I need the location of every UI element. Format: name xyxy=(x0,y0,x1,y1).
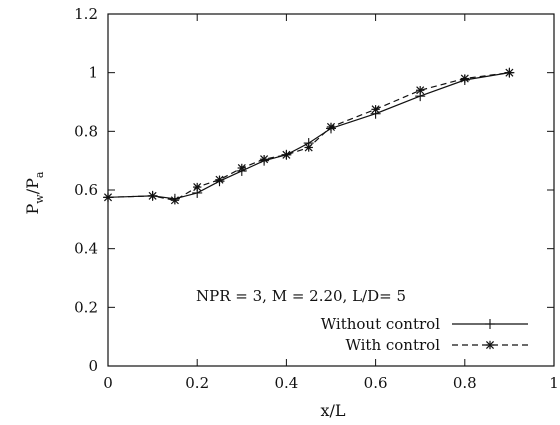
y-tick-label: 0.8 xyxy=(74,122,98,140)
x-tick-label: 0 xyxy=(103,374,113,392)
y-tick-label: 0.6 xyxy=(74,181,98,199)
y-tick-label: 1 xyxy=(88,64,98,82)
y-axis-title-slash: /P xyxy=(23,178,42,194)
x-tick-label: 0.6 xyxy=(364,374,388,392)
x-tick-label: 0.8 xyxy=(453,374,477,392)
svg-text:Pw/Pa: Pw/Pa xyxy=(23,171,46,214)
series-1-point-d2 xyxy=(193,183,202,192)
series-1-point-d2 xyxy=(237,163,246,173)
chart-annotation: NPR = 3, M = 2.20, L/D= 5 xyxy=(196,287,406,305)
y-tick-label: 0.2 xyxy=(74,298,98,316)
legend-label-1: With control xyxy=(345,336,440,354)
series-1-point-d2 xyxy=(371,105,380,114)
x-tick-label: 1 xyxy=(549,374,559,392)
y-tick-label: 0.4 xyxy=(74,240,98,258)
axis-ticks: 0 0.2 0.4 0.6 0.8 1 0 0.2 0.4 0.6 0.8 1 1.2 xyxy=(74,5,559,392)
y-axis-title-sub-a: a xyxy=(33,171,46,178)
series-1-point-d2 xyxy=(460,74,469,83)
plot-frame xyxy=(107,13,555,367)
y-axis-title: Pw/Pa xyxy=(23,171,46,214)
y-axis-title-p: P xyxy=(23,203,42,214)
legend-marker-1-d2 xyxy=(485,340,495,350)
series-1-point-d2 xyxy=(304,143,313,152)
series-layer xyxy=(103,67,515,205)
series-line-0 xyxy=(107,72,510,200)
series-1-point-d2 xyxy=(170,196,179,205)
series-1-point-d2 xyxy=(215,175,224,184)
y-axis-title-sub-w: w xyxy=(33,194,46,204)
y-tick-label: 0 xyxy=(88,357,98,375)
series-0 xyxy=(103,67,515,204)
series-1-point-d2 xyxy=(103,193,113,202)
series-1-point-d2 xyxy=(260,155,269,164)
series-1-point-d2 xyxy=(148,191,157,200)
series-1 xyxy=(103,68,514,205)
legend-label-0: Without control xyxy=(321,315,440,333)
legend: Without control With control xyxy=(321,315,528,354)
y-tick-label: 1.2 xyxy=(74,5,98,23)
x-tick-label: 0.4 xyxy=(274,374,298,392)
series-1-point-d2 xyxy=(326,122,336,131)
series-1-point-d2 xyxy=(416,86,425,95)
series-1-point-d2 xyxy=(282,150,291,159)
series-1-point-d2 xyxy=(505,68,514,77)
series-line-1 xyxy=(107,72,510,201)
x-tick-label: 0.2 xyxy=(185,374,209,392)
x-axis-title: x/L xyxy=(320,401,345,420)
